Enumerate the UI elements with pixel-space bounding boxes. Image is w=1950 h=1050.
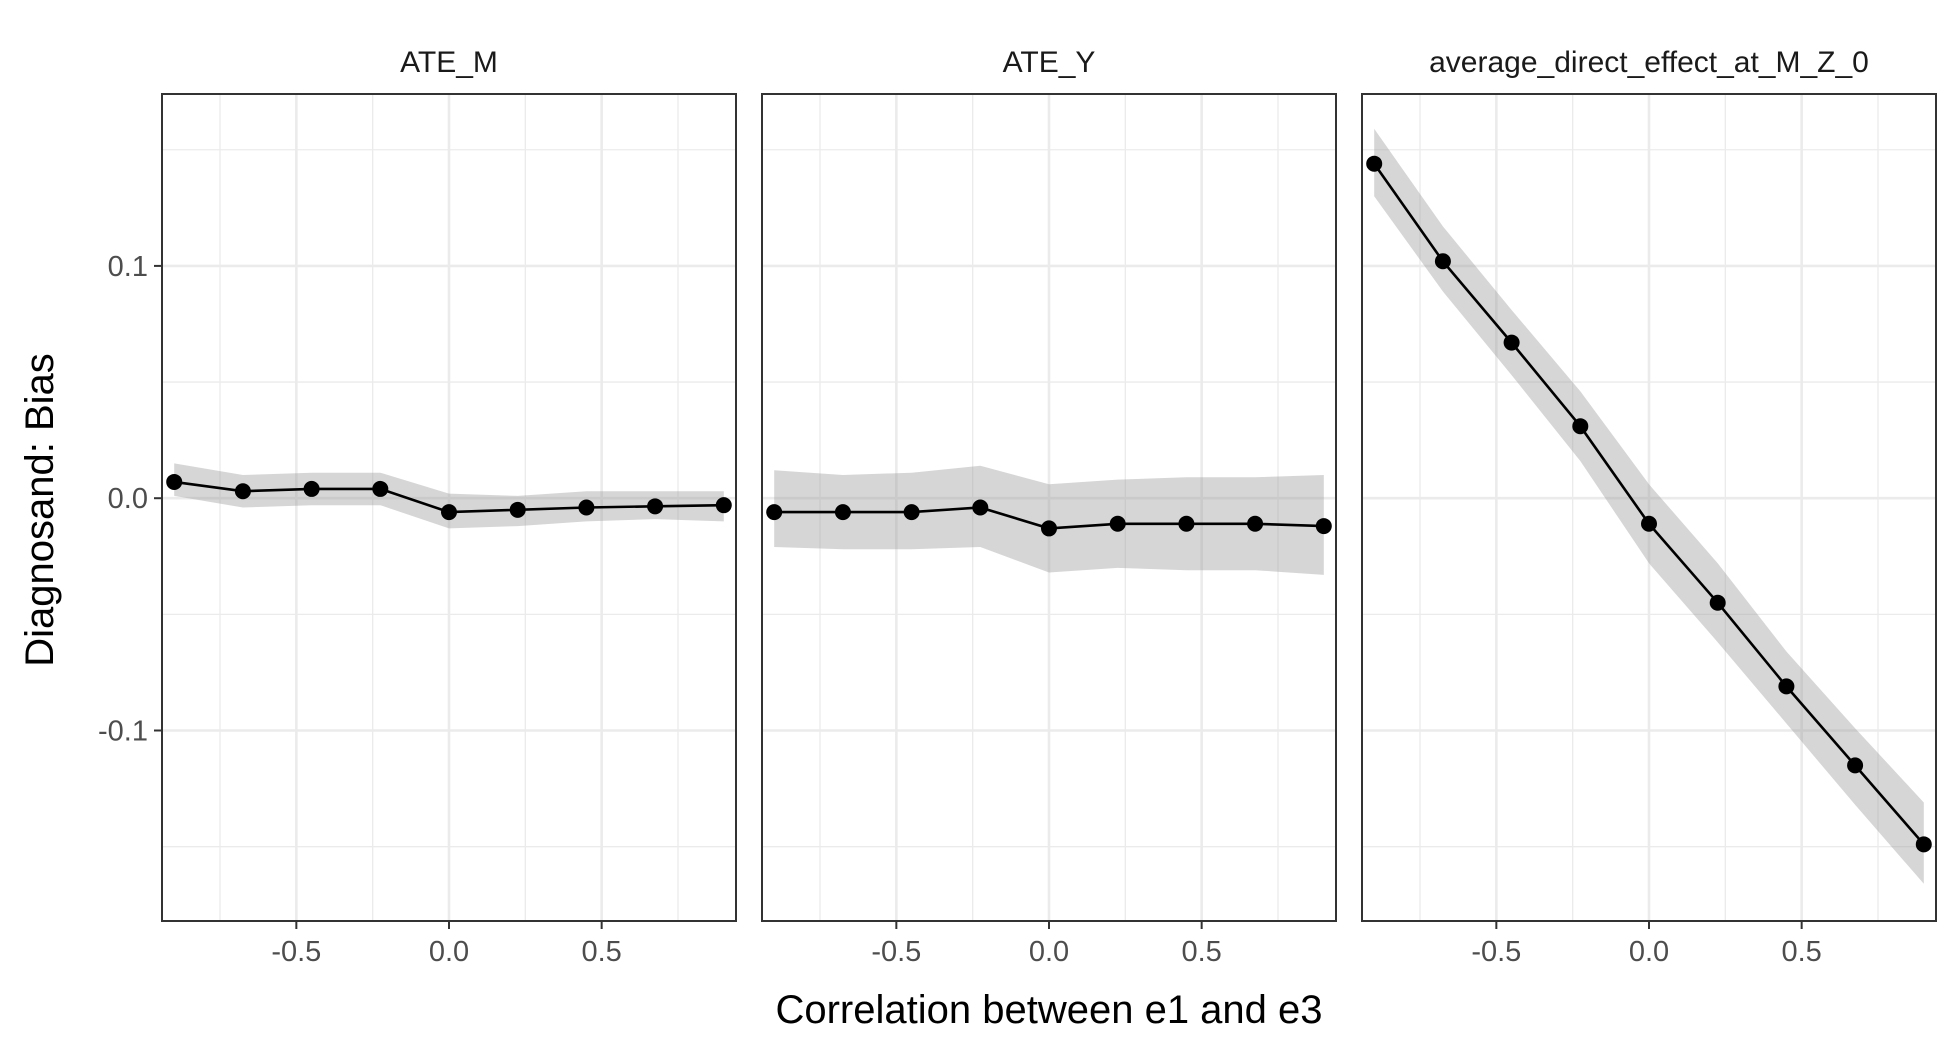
data-point	[1778, 678, 1795, 695]
confidence-ribbon	[1374, 128, 1924, 884]
data-point	[834, 504, 851, 521]
data-point	[441, 504, 457, 521]
facet-label: ATE_Y	[1003, 46, 1096, 79]
x-tick-label: -0.5	[871, 936, 921, 968]
x-tick-label: 0.5	[581, 936, 621, 968]
data-point	[1178, 515, 1195, 532]
data-point	[1503, 334, 1520, 351]
data-point	[234, 483, 251, 500]
data-point	[1434, 253, 1451, 270]
facet-label: average_direct_effect_at_M_Z_0	[1429, 46, 1869, 79]
data-point	[766, 504, 783, 521]
data-point	[509, 501, 526, 518]
data-point	[647, 498, 664, 515]
facet-panel-2: ATE_Y -0.5 0.0 0.5	[761, 46, 1337, 968]
x-tick-label: 0.0	[1629, 936, 1669, 968]
data-point	[1315, 518, 1332, 535]
y-tick-label: 0.0	[108, 483, 148, 515]
y-axis-title: Diagnosand: Bias	[18, 353, 62, 667]
data-point	[1366, 155, 1383, 172]
data-point	[1641, 515, 1657, 532]
data-point	[1572, 418, 1589, 435]
facet-panel-1: ATE_M -0.5 0.0 0.5	[161, 46, 737, 968]
data-point	[715, 497, 732, 514]
x-tick-label: 0.5	[1181, 936, 1221, 968]
data-point	[1847, 757, 1864, 774]
data-point	[972, 499, 989, 516]
data-point	[903, 504, 920, 521]
y-tick-label: -0.1	[98, 716, 148, 748]
x-tick-label: -0.5	[1471, 936, 1521, 968]
confidence-ribbon	[774, 465, 1324, 575]
data-point	[1247, 515, 1264, 532]
facet-panel-3: average_direct_effect_at_M_Z_0 -0.5 0.0 0.5	[1361, 46, 1937, 968]
facet-label: ATE_M	[400, 46, 498, 79]
data-point	[1109, 515, 1126, 532]
x-tick-label: 0.0	[429, 936, 469, 968]
data-point	[372, 480, 389, 497]
data-point	[166, 473, 183, 490]
data-point	[1709, 594, 1726, 611]
y-tick-label: 0.1	[108, 251, 148, 283]
data-point	[578, 499, 595, 516]
x-tick-label: 0.0	[1029, 936, 1069, 968]
x-tick-label: 0.5	[1781, 936, 1821, 968]
data-point	[303, 480, 320, 497]
x-tick-label: -0.5	[271, 936, 321, 968]
panels-layer: 0.1 0.0 -0.1 ATE_M -0.5 0.0 0.5 ATE_Y -0.5 0.0 0.5…	[98, 46, 1937, 968]
data-point	[1915, 836, 1932, 853]
data-point	[1041, 520, 1057, 537]
x-axis-title: Correlation between e1 and e3	[775, 988, 1322, 1032]
